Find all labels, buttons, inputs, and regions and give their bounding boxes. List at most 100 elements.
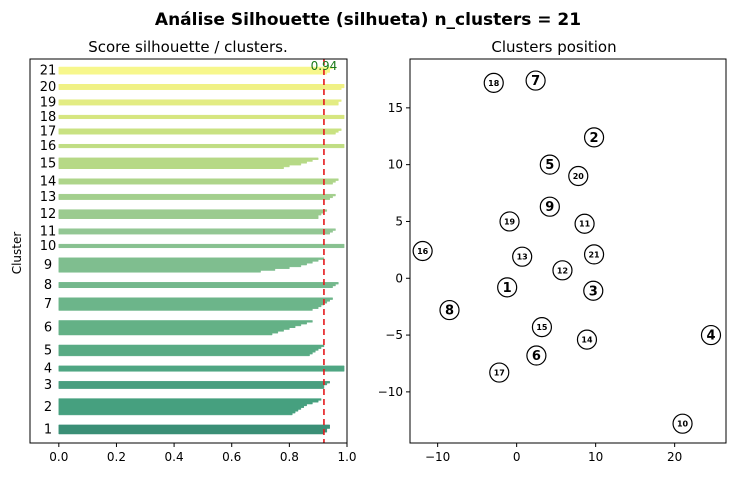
silhouette-band-12 <box>58 209 328 219</box>
cluster-center-9: 9 <box>539 196 560 217</box>
silhouette-ylabel: Cluster <box>10 232 24 275</box>
cluster-center-label: 20 <box>573 172 585 181</box>
silhouette-band-14 <box>58 178 339 185</box>
silhouette-bands <box>58 66 345 435</box>
cluster-center-marker <box>539 154 560 175</box>
y-tick-label: −10 <box>378 385 403 399</box>
silhouette-band-19 <box>58 99 342 106</box>
cluster-center-19: 19 <box>499 211 520 232</box>
y-tick-label: 10 <box>388 158 403 172</box>
silhouette-band-13 <box>58 193 336 200</box>
cluster-center-label: 18 <box>488 79 500 88</box>
y-tick-label: 5 <box>395 214 403 228</box>
cluster-center-label: 8 <box>445 304 454 319</box>
silhouette-title: Score silhouette / clusters. <box>88 38 288 56</box>
cluster-center-label: 19 <box>504 217 516 226</box>
cluster-center-3: 3 <box>583 280 604 301</box>
cluster-center-marker <box>583 280 604 301</box>
figure-suptitle: Análise Silhouette (silhueta) n_clusters… <box>155 10 581 30</box>
cluster-center-marker <box>512 246 533 267</box>
cluster-center-marker <box>439 299 460 321</box>
cluster-center-marker <box>583 127 605 148</box>
scatter-title: Clusters position <box>491 38 616 56</box>
cluster-center-label: 21 <box>588 250 600 259</box>
silhouette-band-21 <box>58 66 333 75</box>
cluster-center-marker <box>672 413 693 434</box>
x-tick-label: −10 <box>425 450 450 464</box>
cluster-label-21: 21 <box>40 64 57 79</box>
silhouette-band-9 <box>58 257 325 273</box>
cluster-label-1: 1 <box>44 422 52 437</box>
cluster-center-label: 17 <box>494 369 505 378</box>
average-score-label: 0.94 <box>311 59 338 73</box>
x-tick-label: 0.6 <box>222 450 241 464</box>
x-tick-label: 0.8 <box>280 450 299 464</box>
cluster-center-marker <box>583 244 605 265</box>
cluster-center-label: 7 <box>531 74 540 89</box>
cluster-label-6: 6 <box>44 321 52 336</box>
silhouette-band-11 <box>58 228 336 235</box>
x-tick-label: 1.0 <box>337 450 356 464</box>
cluster-label-4: 4 <box>44 362 52 377</box>
y-tick-label: 15 <box>388 101 403 115</box>
cluster-center-marker <box>483 72 504 93</box>
silhouette-x-ticks: 0.0 0.2 0.4 0.6 0.8 1.0 <box>49 443 357 464</box>
cluster-center-marker <box>576 329 598 350</box>
silhouette-band-17 <box>58 128 342 135</box>
cluster-label-15: 15 <box>40 156 57 171</box>
silhouette-band-7 <box>58 297 333 311</box>
cluster-label-18: 18 <box>40 110 57 125</box>
cluster-center-marker <box>700 324 722 346</box>
cluster-center-label: 3 <box>589 284 598 299</box>
silhouette-band-16 <box>58 143 345 149</box>
silhouette-band-2 <box>58 398 322 416</box>
cluster-center-label: 16 <box>417 247 429 256</box>
cluster-label-12: 12 <box>40 207 57 222</box>
cluster-center-marker <box>412 240 433 262</box>
cluster-center-label: 1 <box>503 281 512 296</box>
silhouette-band-15 <box>58 157 319 169</box>
silhouette-band-5 <box>58 344 325 357</box>
cluster-label-2: 2 <box>44 400 52 415</box>
cluster-center-label: 11 <box>579 220 591 229</box>
cluster-label-10: 10 <box>40 239 57 254</box>
cluster-label-14: 14 <box>40 174 57 189</box>
silhouette-band-18 <box>58 114 345 120</box>
cluster-center-marker <box>525 70 546 91</box>
cluster-center-marker <box>499 211 520 232</box>
cluster-center-marker <box>552 260 573 281</box>
cluster-label-13: 13 <box>40 190 57 205</box>
cluster-center-15: 15 <box>531 317 553 338</box>
cluster-center-label: 14 <box>581 336 593 345</box>
cluster-label-3: 3 <box>44 378 52 393</box>
x-tick-label: 10 <box>588 450 603 464</box>
silhouette-band-8 <box>58 282 339 289</box>
cluster-center-14: 14 <box>576 329 598 350</box>
cluster-center-10: 10 <box>672 413 693 434</box>
cluster-center-8: 8 <box>439 299 460 321</box>
cluster-center-12: 12 <box>552 260 573 281</box>
cluster-center-label: 2 <box>590 131 599 146</box>
cluster-label-5: 5 <box>44 343 52 358</box>
cluster-center-21: 21 <box>583 244 605 265</box>
cluster-label-9: 9 <box>44 258 52 273</box>
cluster-label-16: 16 <box>40 139 57 154</box>
cluster-center-11: 11 <box>574 213 595 234</box>
silhouette-axes-frame <box>29 58 348 444</box>
cluster-center-5: 5 <box>539 154 560 175</box>
cluster-center-label: 13 <box>517 253 528 262</box>
cluster-center-label: 15 <box>536 323 548 332</box>
cluster-label-7: 7 <box>44 297 52 312</box>
silhouette-band-4 <box>58 365 345 372</box>
y-tick-label: 0 <box>395 271 403 285</box>
cluster-center-label: 12 <box>557 266 568 275</box>
scatter-axes-frame <box>409 58 727 444</box>
cluster-center-13: 13 <box>512 246 533 267</box>
cluster-center-marker <box>539 196 560 217</box>
cluster-center-label: 10 <box>677 420 689 429</box>
